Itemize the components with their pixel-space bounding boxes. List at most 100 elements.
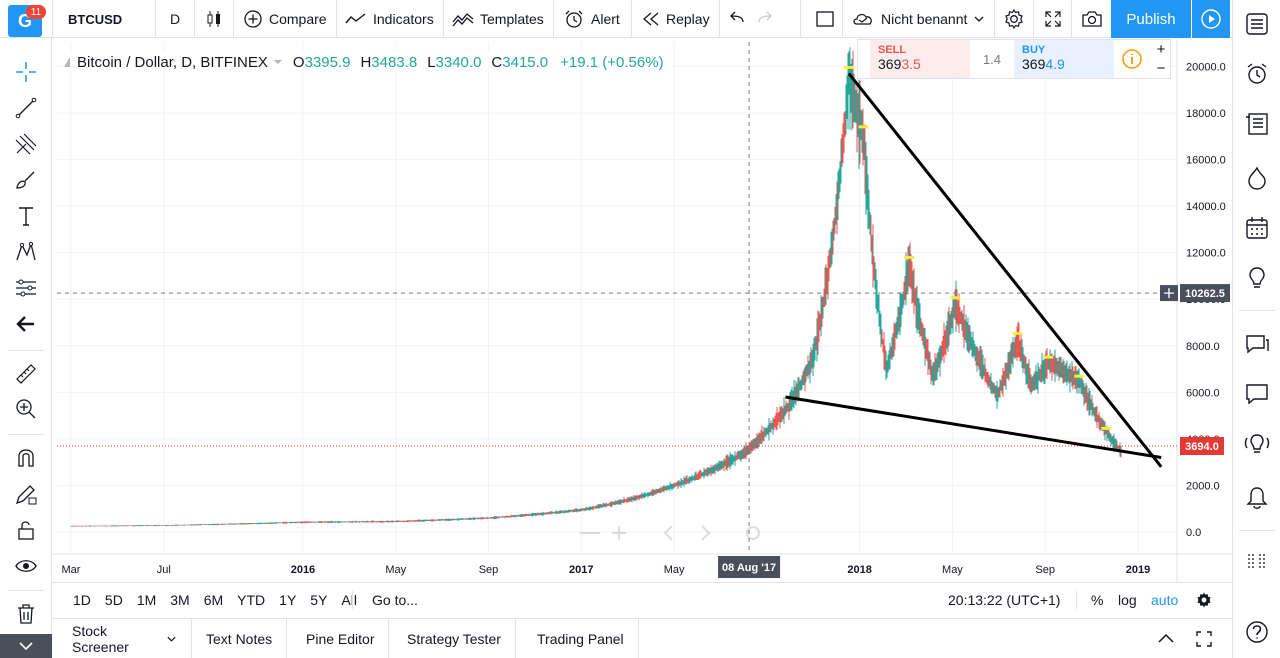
templates-label: Templates	[480, 11, 544, 27]
tab-stock-screener[interactable]: Stock Screener	[58, 619, 192, 658]
ideas-button[interactable]	[1243, 264, 1271, 292]
legend-title[interactable]: Bitcoin / Dollar, D, BITFINEX	[77, 53, 268, 71]
log-toggle[interactable]: log	[1118, 592, 1137, 608]
hotlists-button[interactable]	[1243, 164, 1271, 192]
alarm-clock-icon	[1247, 63, 1267, 84]
indicators-button[interactable]: Indicators	[345, 0, 434, 38]
price-tick-label: 18000.0	[1186, 108, 1226, 120]
layout-menu-button[interactable]: Nicht benannt	[851, 0, 985, 38]
eye-icon	[15, 560, 37, 572]
hide-drawings-tool[interactable]	[12, 552, 40, 580]
pitchfork-icon	[15, 133, 37, 155]
play-button[interactable]	[1192, 0, 1230, 38]
legend-chevron-icon[interactable]	[271, 56, 285, 68]
chevron-down-icon	[19, 642, 33, 651]
fullscreen-button[interactable]	[1043, 0, 1063, 38]
tab-trading-panel[interactable]: Trading Panel	[523, 619, 639, 658]
publish-button[interactable]: Publish	[1111, 0, 1191, 38]
range-button-6m[interactable]: 6M	[203, 592, 224, 608]
tab-strategy-tester[interactable]: Strategy Tester	[393, 619, 516, 658]
rewind-icon	[643, 12, 659, 26]
buy-button[interactable]: BUY 3694.9	[1014, 40, 1114, 78]
range-button-ytd[interactable]: YTD	[237, 592, 266, 608]
chats-button[interactable]	[1243, 330, 1271, 358]
crosshair-price-bg	[1180, 284, 1230, 303]
interval-button[interactable]: D	[170, 0, 180, 38]
scroll-right-icon	[701, 525, 711, 541]
replay-button[interactable]: Replay	[642, 0, 710, 38]
remove-drawings-tool[interactable]	[12, 600, 40, 628]
help-button[interactable]	[1243, 618, 1271, 646]
screenshot-button[interactable]	[1081, 0, 1103, 38]
lock-drawings-pencil[interactable]	[12, 480, 40, 508]
panel-collapse-button[interactable]	[1156, 629, 1176, 652]
brush-icon	[16, 171, 35, 189]
quantity-minus[interactable]: −	[1156, 60, 1166, 77]
fullscreen-layout-button[interactable]	[815, 0, 835, 38]
play-circle-icon	[1201, 9, 1221, 29]
range-button-1m[interactable]: 1M	[136, 592, 157, 608]
alert-button[interactable]: Alert	[563, 0, 620, 38]
calendar-button[interactable]	[1243, 214, 1271, 242]
data-window-button[interactable]	[1243, 110, 1271, 138]
clock-label[interactable]: 20:13:22 (UTC+1)	[948, 592, 1061, 608]
info-button[interactable]	[1118, 46, 1146, 72]
range-button-1y[interactable]: 1Y	[279, 592, 297, 608]
price-tick-label: 14000.0	[1186, 201, 1226, 213]
sell-label: SELL	[878, 44, 907, 56]
legend-change: +19.1 (+0.56%)	[560, 53, 664, 71]
expand-icon	[1045, 11, 1061, 27]
auto-toggle[interactable]: auto	[1151, 592, 1179, 608]
brush-tool[interactable]	[12, 166, 40, 194]
time-tick-label: May	[664, 564, 685, 576]
reset-icon	[746, 526, 760, 540]
text-tool[interactable]	[12, 202, 40, 230]
alerts-button[interactable]	[1243, 60, 1271, 88]
chart-type-button[interactable]	[204, 0, 224, 38]
templates-button[interactable]: Templates	[452, 0, 544, 38]
symbol-search[interactable]: BTCUSD	[68, 0, 122, 38]
lock-tool[interactable]	[12, 516, 40, 544]
calendar-icon	[1246, 217, 1268, 239]
panel-tabs: Stock Screener Text Notes Pine Editor St…	[52, 618, 1232, 658]
trendline-lower	[785, 395, 1162, 459]
undo-button[interactable]	[728, 0, 746, 38]
magnet-tool[interactable]	[12, 444, 40, 472]
private-chats-button[interactable]	[1243, 380, 1271, 408]
range-button-5y[interactable]: 5Y	[310, 592, 328, 608]
tab-pine-editor[interactable]: Pine Editor	[292, 619, 390, 658]
chart-settings-button[interactable]	[1195, 583, 1213, 617]
crosshair-tool[interactable]	[12, 58, 40, 86]
notification-badge: 11	[26, 5, 46, 19]
idea-stream-button[interactable]	[1243, 430, 1271, 458]
swing-marker	[1074, 374, 1085, 378]
price-chart[interactable]: 20000.018000.016000.014000.012000.010000…	[53, 39, 1232, 582]
trend-line-tool[interactable]	[12, 94, 40, 122]
range-button-3m[interactable]: 3M	[170, 592, 190, 608]
zoom-tool[interactable]	[12, 395, 40, 423]
range-button-all[interactable]: All	[341, 592, 357, 608]
back-tool[interactable]	[12, 310, 40, 338]
notifications-button[interactable]	[1243, 484, 1271, 512]
goto-button[interactable]: Go to...	[372, 592, 418, 608]
order-panel-button[interactable]	[1243, 548, 1271, 576]
redo-button[interactable]	[756, 0, 774, 38]
settings-button[interactable]	[1003, 0, 1025, 38]
pitchfork-tool[interactable]	[12, 130, 40, 158]
crosshair-time-label: 08 Aug '17	[722, 562, 776, 574]
range-button-5d[interactable]: 5D	[104, 592, 123, 608]
percent-toggle[interactable]: %	[1091, 592, 1104, 608]
pattern-tool[interactable]	[12, 238, 40, 266]
quantity-plus[interactable]: +	[1156, 41, 1166, 58]
square-icon	[816, 11, 834, 27]
tab-text-notes[interactable]: Text Notes	[192, 619, 288, 658]
legend-open: 3395.9	[304, 53, 351, 71]
collapse-toolbar-button[interactable]	[0, 634, 52, 658]
measure-tool[interactable]	[12, 360, 40, 388]
forecast-tool[interactable]	[12, 274, 40, 302]
range-button-1d[interactable]: 1D	[73, 592, 91, 608]
panel-maximize-button[interactable]	[1194, 629, 1214, 652]
compare-button[interactable]: Compare	[243, 0, 327, 38]
watchlist-button[interactable]	[1243, 10, 1271, 38]
sell-button[interactable]: SELL 3693.5	[870, 40, 970, 78]
